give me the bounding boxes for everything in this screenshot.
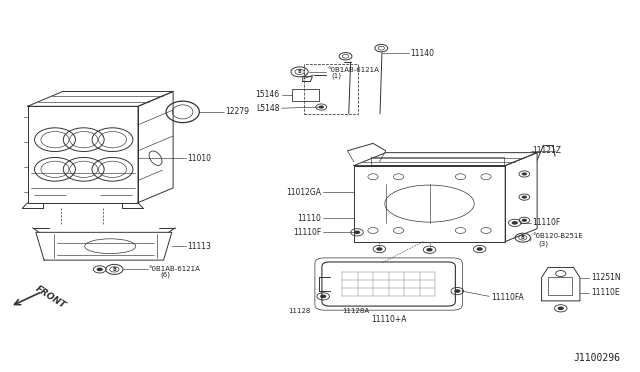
Text: 11010: 11010	[187, 154, 211, 163]
Text: 11110+A: 11110+A	[371, 315, 406, 324]
Text: 11128: 11128	[288, 308, 310, 314]
Text: 11121Z: 11121Z	[532, 146, 561, 155]
Circle shape	[454, 289, 460, 293]
Text: FRONT: FRONT	[34, 284, 68, 310]
Text: °0B120-B251E: °0B120-B251E	[532, 233, 583, 239]
Text: 11110F: 11110F	[532, 218, 560, 227]
Text: 15146: 15146	[255, 90, 280, 99]
Circle shape	[557, 307, 564, 310]
Circle shape	[511, 221, 518, 225]
Text: B: B	[298, 69, 301, 74]
Circle shape	[354, 231, 360, 234]
Circle shape	[320, 295, 326, 298]
Text: 11110: 11110	[298, 214, 321, 223]
Circle shape	[522, 196, 527, 199]
Text: 11012GA: 11012GA	[286, 188, 321, 197]
Text: 11113: 11113	[187, 242, 211, 251]
Circle shape	[97, 267, 103, 271]
Circle shape	[522, 219, 527, 222]
Text: 11110FA: 11110FA	[491, 292, 524, 302]
Circle shape	[426, 248, 433, 251]
Circle shape	[376, 247, 383, 251]
Text: 11140: 11140	[411, 49, 435, 58]
Text: B: B	[521, 235, 525, 240]
Text: 12279: 12279	[225, 108, 250, 116]
Text: J1100296: J1100296	[573, 353, 620, 363]
Text: (6): (6)	[161, 272, 170, 278]
Text: (1): (1)	[332, 72, 342, 79]
Text: B: B	[113, 267, 116, 272]
Text: °0B1AB-6121A: °0B1AB-6121A	[149, 266, 201, 272]
Circle shape	[477, 247, 483, 251]
Text: 11110F: 11110F	[293, 228, 321, 237]
Text: 11128A: 11128A	[342, 308, 369, 314]
Text: 11251N: 11251N	[591, 273, 621, 282]
Text: 11110E: 11110E	[591, 288, 620, 297]
Circle shape	[319, 106, 324, 109]
Text: L5148: L5148	[256, 104, 280, 113]
Text: (3): (3)	[538, 240, 548, 247]
Circle shape	[522, 172, 527, 176]
Text: °0B1AB-6121A: °0B1AB-6121A	[328, 67, 380, 73]
